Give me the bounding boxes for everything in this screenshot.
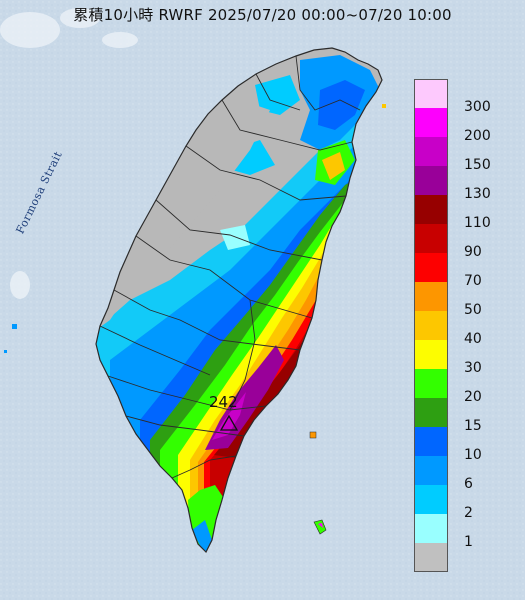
legend-label: 70 [464,273,482,289]
legend-label: 130 [464,186,491,202]
legend-label: 2 [464,505,473,521]
legend-swatch [414,543,448,572]
legend-swatch [414,398,448,427]
legend-label: 6 [464,476,473,492]
color-legend: 300 200 150 130 110 90 70 50 40 30 20 15 10 6 2 1 [414,79,516,572]
max-marker-icon [219,414,239,431]
legend-swatch [414,427,448,456]
legend-swatch [414,108,448,137]
legend-swatch [414,253,448,282]
legend-swatch [414,166,448,195]
legend-swatch [414,282,448,311]
legend-swatch [414,514,448,543]
map-title: 累積10小時 RWRF 2025/07/20 00:00~07/20 10:00 [73,6,452,24]
legend-swatch [414,195,448,224]
cloud-patches [0,8,138,299]
legend-swatch [414,340,448,369]
legend-swatch [414,456,448,485]
legend-label: 200 [464,128,491,144]
legend-swatch [414,79,448,108]
legend-label: 10 [464,447,482,463]
legend-label: 90 [464,244,482,260]
offshore-islands [4,104,386,535]
county-borders [95,47,383,554]
legend-label: 20 [464,389,482,405]
legend-label: 30 [464,360,482,376]
legend-swatch [414,137,448,166]
legend-label: 50 [464,302,482,318]
legend-label: 150 [464,157,491,173]
legend-label: 15 [464,418,482,434]
legend-label: 1 [464,534,473,550]
legend-label: 40 [464,331,482,347]
legend-label: 110 [464,215,491,231]
legend-swatch [414,369,448,398]
legend-label: 300 [464,99,491,115]
legend-swatch [414,224,448,253]
max-value-label: 242 [209,393,238,411]
legend-swatch [414,311,448,340]
legend-swatch [414,485,448,514]
